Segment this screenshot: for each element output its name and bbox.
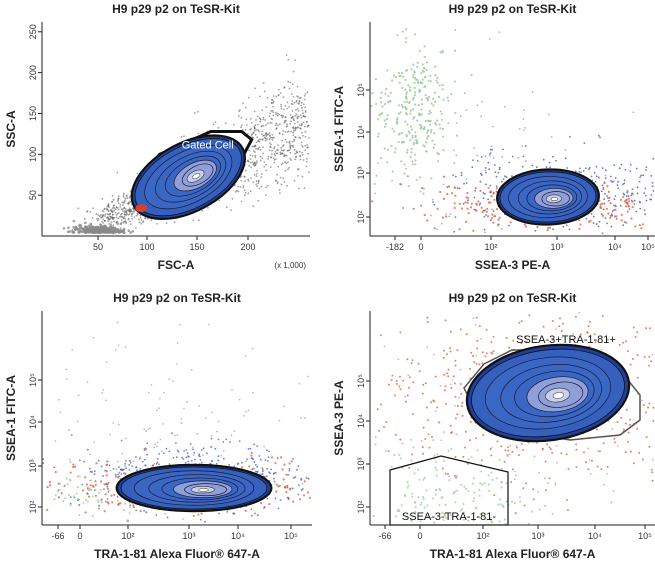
y-tick-label: 10⁵ [356,83,366,97]
x-tick-label: 200 [240,242,255,252]
y-axis-label: SSC-A [4,110,18,148]
x-tick-label: 100 [139,242,154,252]
y-tick-label: 10⁵ [28,373,38,387]
panel-title: H9 p29 p2 on TeSR-Kit [112,2,240,16]
x-tick-label: 10⁴ [608,242,622,252]
x-axis-label: TRA-1-81 Alexa Fluor® 647-A [430,547,596,561]
x-tick-label: -66 [51,531,64,541]
x-axis-label: FSC-A [158,258,195,272]
density-contours [130,134,246,220]
gate-label-double-positive: SSEA-3+TRA-1-81+ [516,334,616,346]
x-tick-label: -182 [386,242,404,252]
y-tick-label: 100 [28,147,38,162]
y-tick-label: 150 [28,106,38,121]
y-tick-label: 200 [28,65,38,80]
y-tick-label: 10⁴ [356,125,366,139]
panel-title: H9 p29 p2 on TeSR-Kit [113,291,241,305]
x-multiplier: (x 1,000) [274,261,306,270]
x-tick-label: 0 [77,531,82,541]
x-tick-label: -66 [378,531,391,541]
density-contours [465,343,631,443]
y-axis-label: SSEA-1 FITC-A [332,86,346,172]
x-tick-label: 0 [418,242,423,252]
y-tick-label: 10⁴ [356,414,366,428]
x-tick-label: 10² [476,531,489,541]
gate-polygon-double-negative[interactable] [389,455,509,526]
x-tick-label: 0 [417,531,422,541]
red-density-edge [135,204,148,213]
y-tick-label: 10² [356,500,366,513]
y-tick-label: 10³ [28,459,38,472]
plot-panel-4: SSEA-3+TRA-1-81+ SSEA-3-TRA-1-81- -66 0 10² 1… [332,291,655,561]
y-tick-label: 10³ [356,166,366,179]
x-tick-label: 10² [121,531,134,541]
y-axis-label: SSEA-3 PE-A [332,380,346,456]
plot-panel-2: -182 0 10² 10³ 10⁴ 10⁵ 10² 10³ 10⁴ 10⁵ H9 p29 p2 o… [332,2,655,272]
plot-panel-1: Gated Cell 50 100 150 200 50 100 150 200 250 (x 1,… [4,2,310,272]
plot-panel-3: -66 0 10² 10³ 10⁴ 10⁵ 10² 10³ 10⁴ 10⁵ H9 p29 p2 on… [4,291,312,561]
gate-label: Gated Cell [182,140,234,152]
x-tick-label: 10⁵ [641,242,655,252]
x-tick-label: 10⁵ [638,531,652,541]
x-tick-label: 10⁵ [284,531,298,541]
panel-title: H9 p29 p2 on TeSR-Kit [449,291,577,305]
y-tick-label: 10² [356,210,366,223]
x-tick-label: 150 [189,242,204,252]
x-tick-label: 10³ [182,531,195,541]
y-tick-label: 250 [28,24,38,39]
panel-title: H9 p29 p2 on TeSR-Kit [449,2,577,16]
y-axis-label: SSEA-1 FITC-A [4,375,18,461]
x-axis-label: SSEA-3 PE-A [475,258,551,272]
x-tick-label: 10⁴ [588,531,602,541]
x-tick-label: 50 [93,242,103,252]
gate-label-double-negative: SSEA-3-TRA-1-81- [402,511,496,523]
y-tick-label: 10⁴ [28,415,38,429]
x-tick-label: 10³ [531,531,544,541]
y-tick-label: 10³ [356,457,366,470]
x-axis-label: TRA-1-81 Alexa Fluor® 647-A [94,547,260,561]
y-tick-label: 10⁵ [356,374,366,388]
y-tick-label: 10² [28,500,38,513]
density-contours [496,168,600,226]
x-tick-label: 10³ [550,242,563,252]
y-tick-label: 50 [28,190,38,200]
x-tick-label: 10⁴ [231,531,245,541]
density-contours [115,463,273,513]
x-tick-label: 10² [484,242,497,252]
